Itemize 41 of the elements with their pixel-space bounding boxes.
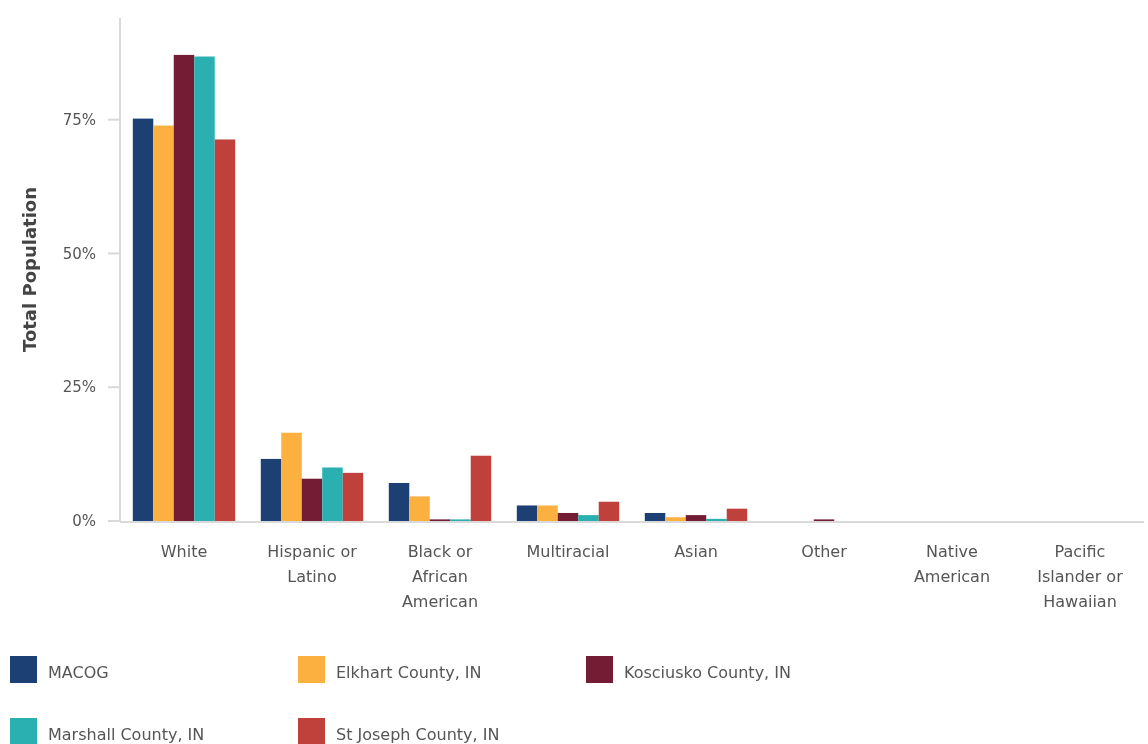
bar <box>516 505 538 521</box>
bar <box>706 518 727 521</box>
bar <box>153 125 174 521</box>
x-tick-label: Asian <box>674 542 718 561</box>
bar <box>388 483 410 521</box>
x-tick-label: Multiracial <box>526 542 610 561</box>
bar <box>132 118 154 521</box>
bar <box>557 512 579 521</box>
y-tick-label: 75% <box>62 110 96 129</box>
legend-label: Elkhart County, IN <box>336 662 482 682</box>
bar <box>644 512 666 521</box>
x-tick-label: Other <box>801 542 848 561</box>
bar <box>665 517 686 521</box>
bar <box>194 56 215 521</box>
legend-label: Marshall County, IN <box>48 724 205 744</box>
legend-label: MACOG <box>48 662 109 682</box>
legend-label: Kosciusko County, IN <box>624 662 791 682</box>
bar <box>409 496 430 521</box>
x-tick-label: Native American <box>913 542 991 586</box>
bar <box>260 458 282 521</box>
y-axis-title: Total Population <box>19 187 40 352</box>
y-tick-label: 25% <box>62 378 96 397</box>
bar <box>598 501 620 521</box>
bar <box>322 467 343 521</box>
legend-label: St Joseph County, IN <box>336 724 500 744</box>
x-tick-label: White <box>160 542 208 561</box>
bar <box>537 505 558 521</box>
bar <box>281 432 302 521</box>
y-tick-label: 50% <box>62 244 96 263</box>
bar <box>578 515 599 521</box>
bar <box>342 472 364 521</box>
bar <box>173 54 195 521</box>
y-tick-label: 0% <box>72 512 96 531</box>
x-tick-label: Black or African American <box>401 542 479 611</box>
bar <box>214 139 236 521</box>
bar <box>726 508 748 521</box>
bar <box>685 515 707 521</box>
x-tick-label: Pacific Islander or Hawaiian <box>1037 542 1124 611</box>
x-tick-label: Hispanic or Latino <box>267 542 358 586</box>
bar <box>470 455 492 521</box>
bar <box>301 478 323 521</box>
